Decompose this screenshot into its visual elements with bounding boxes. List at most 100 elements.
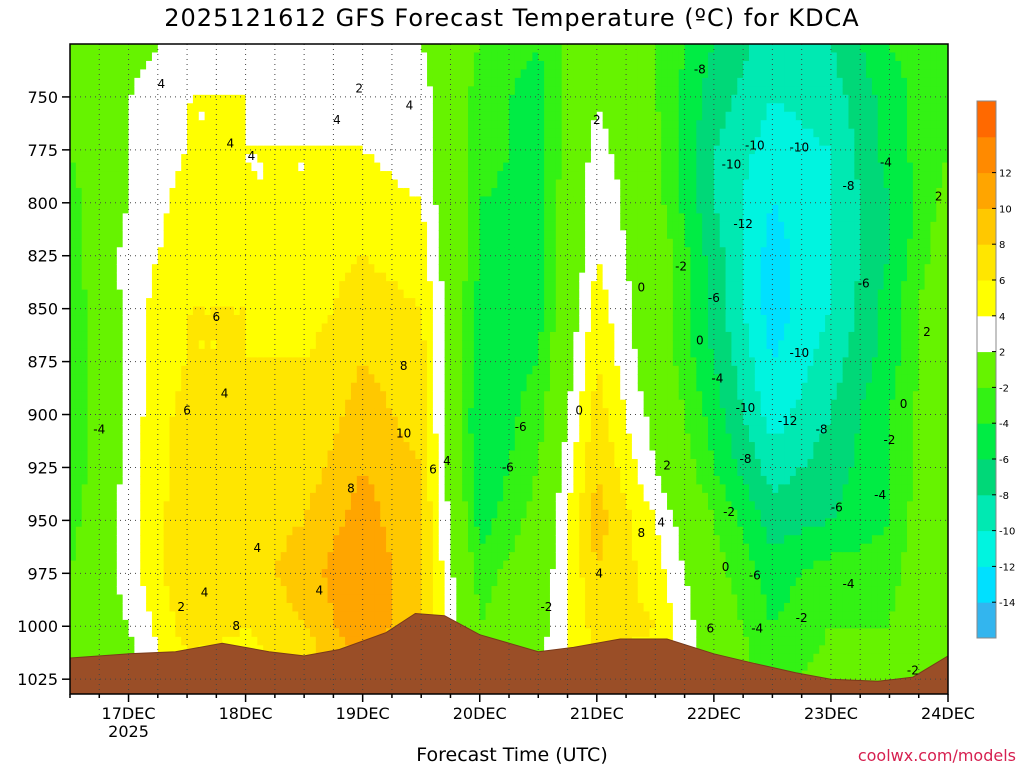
temperature-cell — [140, 492, 147, 502]
temperature-cell — [374, 602, 381, 613]
temperature-cell — [374, 247, 381, 257]
temperature-cell — [251, 501, 258, 511]
temperature-cell — [269, 645, 276, 655]
temperature-cell — [87, 518, 95, 528]
temperature-cell — [333, 535, 340, 545]
temperature-cell — [175, 298, 182, 308]
temperature-cell — [122, 103, 130, 113]
temperature-cell — [204, 204, 212, 214]
temperature-cell — [233, 475, 241, 485]
temperature-cell — [391, 281, 399, 291]
temperature-cell — [140, 374, 147, 384]
temperature-cell — [198, 425, 206, 435]
temperature-cell — [187, 577, 194, 587]
temperature-cell — [409, 577, 416, 587]
temperature-cell — [81, 619, 89, 629]
temperature-cell — [397, 340, 405, 350]
temperature-cell — [169, 509, 176, 519]
temperature-cell — [397, 467, 405, 477]
temperature-cell — [298, 399, 305, 409]
temperature-cell — [157, 365, 165, 375]
temperature-cell — [350, 458, 358, 469]
temperature-cell — [421, 281, 428, 291]
temperature-cell — [304, 52, 311, 62]
temperature-cell — [70, 171, 77, 181]
temperature-cell — [421, 484, 428, 494]
temperature-cell — [216, 331, 223, 342]
temperature-cell — [421, 569, 428, 579]
temperature-cell — [292, 391, 299, 401]
temperature-cell — [315, 306, 323, 316]
temperature-cell — [163, 247, 171, 257]
temperature-cell — [380, 323, 387, 333]
temperature-cell — [397, 382, 405, 392]
temperature-cell — [427, 501, 434, 511]
temperature-cell — [134, 408, 141, 418]
temperature-cell — [274, 552, 282, 562]
temperature-cell — [304, 111, 311, 121]
temperature-cell — [105, 120, 112, 130]
temperature-cell — [222, 475, 229, 485]
temperature-cell — [233, 171, 241, 181]
temperature-cell — [233, 154, 241, 164]
temperature-cell — [99, 204, 106, 214]
temperature-cell — [245, 323, 253, 333]
temperature-cell — [368, 374, 375, 384]
temperature-cell — [374, 391, 381, 401]
temperature-cell — [309, 289, 317, 299]
temperature-cell — [204, 526, 212, 536]
temperature-cell — [286, 52, 294, 62]
temperature-cell — [163, 298, 171, 308]
temperature-cell — [421, 399, 428, 409]
temperature-cell — [304, 543, 311, 553]
temperature-cell — [157, 171, 165, 181]
temperature-cell — [403, 492, 411, 502]
temperature-cell — [222, 628, 229, 638]
temperature-cell — [292, 69, 299, 79]
temperature-cell — [122, 187, 130, 198]
temperature-cell — [233, 196, 241, 206]
temperature-cell — [350, 238, 358, 248]
temperature-cell — [81, 391, 89, 401]
temperature-cell — [263, 577, 270, 587]
temperature-cell — [233, 94, 241, 104]
temperature-cell — [333, 467, 340, 477]
temperature-cell — [315, 111, 323, 121]
temperature-cell — [251, 365, 258, 375]
temperature-cell — [233, 179, 241, 189]
temperature-cell — [222, 433, 229, 443]
temperature-cell — [269, 306, 276, 316]
temperature-cell — [151, 306, 159, 316]
temperature-cell — [163, 162, 171, 172]
temperature-cell — [140, 382, 147, 392]
temperature-cell — [280, 467, 288, 477]
temperature-cell — [116, 619, 124, 629]
temperature-cell — [345, 543, 352, 553]
temperature-cell — [128, 171, 135, 181]
temperature-cell — [75, 602, 83, 613]
temperature-cell — [333, 44, 340, 54]
temperature-cell — [175, 213, 182, 223]
temperature-cell — [368, 137, 375, 147]
temperature-cell — [339, 560, 346, 570]
temperature-cell — [116, 111, 124, 121]
temperature-cell — [75, 509, 83, 519]
temperature-cell — [192, 111, 200, 121]
temperature-cell — [140, 44, 147, 54]
temperature-cell — [75, 475, 83, 485]
temperature-cell — [110, 255, 118, 265]
temperature-cell — [391, 103, 399, 113]
temperature-cell — [81, 577, 89, 587]
temperature-cell — [175, 120, 182, 130]
temperature-cell — [146, 382, 153, 392]
temperature-cell — [257, 44, 264, 54]
temperature-cell — [239, 264, 247, 274]
temperature-cell — [87, 281, 95, 291]
temperature-cell — [81, 331, 89, 342]
temperature-cell — [257, 69, 264, 79]
temperature-cell — [415, 255, 422, 265]
temperature-cell — [280, 44, 288, 54]
temperature-cell — [128, 238, 135, 248]
temperature-cell — [128, 526, 135, 536]
temperature-cell — [269, 289, 276, 299]
